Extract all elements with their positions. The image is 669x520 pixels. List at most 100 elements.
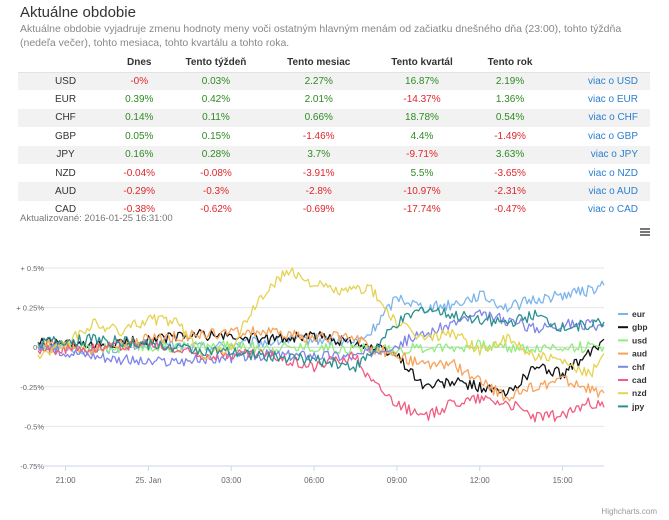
x-tick-label: 03:00 <box>221 476 242 485</box>
change-year: 1.36% <box>495 94 525 106</box>
series-line-jpy <box>37 306 605 373</box>
more-about-link[interactable]: viac o JPY <box>547 145 650 164</box>
x-tick-label: 21:00 <box>56 476 77 485</box>
table-row: GBP 0.05% 0.15% -1.46% 4.4% -1.49% viac o GBP <box>18 127 650 145</box>
header-currency <box>18 53 113 73</box>
more-about-link[interactable]: viac o AUD <box>547 182 650 201</box>
change-month: 3.7% <box>266 145 372 164</box>
more-about-link[interactable]: viac o GBP <box>587 130 638 142</box>
legend-item-usd: usd <box>632 335 647 345</box>
change-today: -0% <box>113 72 166 91</box>
legend-item-eur: eur <box>632 309 646 319</box>
currency-code: USD <box>18 72 113 91</box>
header-link <box>547 53 650 73</box>
chart-menu-icon[interactable] <box>640 228 650 237</box>
menu-icon-bar <box>640 231 650 233</box>
x-tick-label: 25. Jan <box>135 476 161 485</box>
change-year: 2.19% <box>472 72 548 91</box>
change-year: -2.31% <box>472 182 548 201</box>
table-row: CAD -0.38% -0.62% -0.69% -17.74% -0.47% viac o… <box>18 201 650 219</box>
rates-table: Dnes Tento týždeň Tento mesiac Tento kva… <box>18 53 650 219</box>
y-tick-label: -0.5% <box>24 422 44 431</box>
header-quarter: Tento kvartál <box>371 53 473 73</box>
header-month: Tento mesiac <box>266 53 372 73</box>
change-year: -3.65% <box>494 167 526 179</box>
change-week: -0.08% <box>200 167 232 179</box>
x-tick-label: 09:00 <box>387 476 408 485</box>
series-line-chf <box>37 309 605 367</box>
change-quarter: -10.97% <box>371 182 473 201</box>
change-year: -1.49% <box>494 130 526 142</box>
series-line-cad <box>37 338 605 423</box>
more-about-link[interactable]: viac o NZD <box>588 167 638 179</box>
table-header-row: Dnes Tento týždeň Tento mesiac Tento kva… <box>18 53 650 73</box>
change-today: -0.04% <box>123 167 156 179</box>
page-description: Aktuálne obdobie vyjadruje zmenu hodnoty… <box>20 23 622 49</box>
currency-code: NZD <box>55 167 76 179</box>
more-about-link[interactable]: viac o EUR <box>587 94 638 106</box>
last-updated: Aktualizované: 2016-01-25 16:31:00 <box>20 213 173 224</box>
menu-icon-bar <box>640 234 650 236</box>
chart-credits[interactable]: Highcharts.com <box>601 507 657 516</box>
change-week: 0.15% <box>201 130 231 142</box>
rates-table-body: USD -0% 0.03% 2.27% 16.87% 2.19% viac o USD EUR… <box>18 72 650 219</box>
more-about-link[interactable]: viac o USD <box>547 72 650 91</box>
series-line-gbp <box>37 328 605 397</box>
change-quarter: -14.37% <box>403 94 441 106</box>
x-tick-label: 06:00 <box>304 476 325 485</box>
change-quarter: 16.87% <box>371 72 473 91</box>
table-row: USD -0% 0.03% 2.27% 16.87% 2.19% viac o USD <box>18 72 650 91</box>
currency-line-chart: + 0.5%+ 0.25%0%-0.25%-0.5%-0.75%21:00 25.… <box>16 264 647 485</box>
change-week: 0.28% <box>165 145 267 164</box>
y-tick-label: + 0.5% <box>20 264 44 273</box>
x-tick-label: 15:00 <box>553 476 574 485</box>
table-row: CHF 0.14% 0.11% 0.66% 18.78% 0.54% viac o CHF <box>18 108 650 128</box>
legend-item-jpy: jpy <box>631 401 645 411</box>
change-quarter: -9.71% <box>371 145 473 164</box>
change-year: 0.54% <box>472 108 548 128</box>
table-row: NZD -0.04% -0.08% -3.91% 5.5% -3.65% viac o NZ… <box>18 164 650 182</box>
change-week: -0.62% <box>200 204 232 216</box>
currency-code: JPY <box>18 145 113 164</box>
series-line-nzd <box>37 267 605 378</box>
header-week: Tento týždeň <box>165 53 267 73</box>
legend-item-chf: chf <box>632 362 645 372</box>
currency-code: AUD <box>18 182 113 201</box>
more-about-link[interactable]: viac o CHF <box>547 108 650 128</box>
currency-code: CAD <box>54 204 77 216</box>
change-week: 0.42% <box>201 94 231 106</box>
change-today: 0.14% <box>113 108 166 128</box>
legend-item-aud: aud <box>632 349 647 359</box>
change-month: -0.69% <box>302 204 335 216</box>
change-year: 3.63% <box>472 145 548 164</box>
x-tick-label: 12:00 <box>470 476 491 485</box>
menu-icon-bar <box>640 228 650 230</box>
change-today: -0.38% <box>123 204 156 216</box>
header-today: Dnes <box>113 53 166 73</box>
change-week: 0.11% <box>165 108 267 128</box>
table-row: AUD -0.29% -0.3% -2.8% -10.97% -2.31% viac o A… <box>18 182 650 201</box>
currency-code: GBP <box>54 130 77 142</box>
currency-code: CHF <box>18 108 113 128</box>
table-row: JPY 0.16% 0.28% 3.7% -9.71% 3.63% viac o JPY <box>18 145 650 164</box>
change-quarter: 4.4% <box>410 130 434 142</box>
more-about-link[interactable]: viac o CAD <box>587 204 638 216</box>
y-tick-label: -0.75% <box>20 462 44 471</box>
change-month: 2.27% <box>266 72 372 91</box>
change-month: -1.46% <box>302 130 335 142</box>
currency-code: EUR <box>54 94 77 106</box>
y-tick-label: -0.25% <box>20 383 44 392</box>
change-week: 0.03% <box>165 72 267 91</box>
change-month: -3.91% <box>302 167 335 179</box>
change-month: 2.01% <box>304 94 333 106</box>
page-title: Aktuálne obdobie <box>20 4 136 21</box>
legend-item-nzd: nzd <box>632 388 647 398</box>
change-quarter: -17.74% <box>403 204 441 216</box>
change-today: -0.29% <box>113 182 166 201</box>
change-quarter: 18.78% <box>371 108 473 128</box>
y-tick-label: + 0.25% <box>16 304 44 313</box>
table-row: EUR 0.39% 0.42% 2.01% -14.37% 1.36% viac o EUR <box>18 90 650 108</box>
change-today: 0.39% <box>125 94 154 106</box>
legend-item-cad: cad <box>632 375 647 385</box>
header-year: Tento rok <box>472 53 548 73</box>
